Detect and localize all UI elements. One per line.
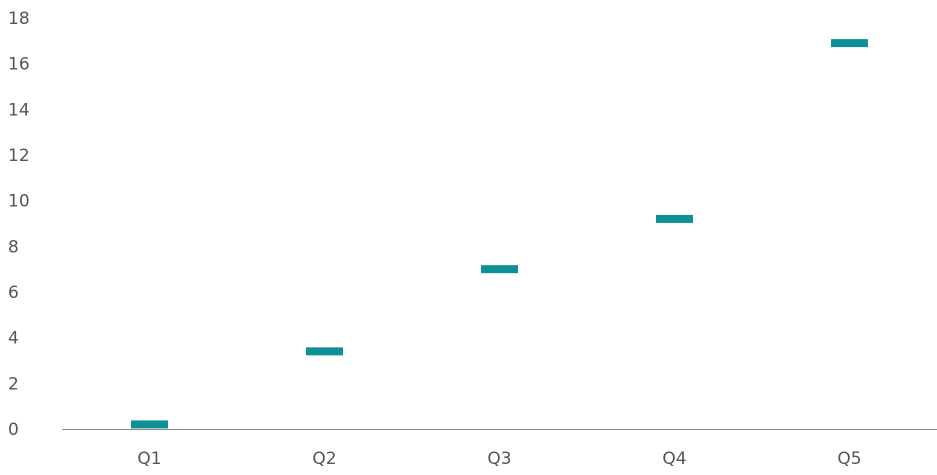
y-tick-label: 12 [8,146,30,166]
x-tick-label: Q5 [837,449,861,469]
data-point-marker [306,347,343,356]
x-axis-tick-labels: Q1 Q2 Q3 Q4 Q5 [137,449,861,469]
y-tick-label: 14 [8,100,30,120]
data-point-marker [131,420,168,429]
x-tick-label: Q4 [662,449,686,469]
data-point-marker [831,39,868,48]
x-tick-label: Q2 [312,449,336,469]
data-point-marker [656,214,693,223]
y-axis-tick-labels: 0 2 4 6 8 10 12 14 16 18 [8,9,30,440]
x-tick-label: Q1 [137,449,161,469]
y-tick-label: 2 [8,374,19,394]
y-tick-label: 16 [8,55,30,75]
x-tick-label: Q3 [487,449,511,469]
y-tick-label: 0 [8,420,19,440]
data-markers [131,39,868,429]
y-tick-label: 10 [8,192,30,212]
y-tick-label: 18 [8,9,30,29]
y-tick-label: 6 [8,283,19,303]
data-point-marker [481,265,518,274]
y-tick-label: 4 [8,329,19,349]
y-tick-label: 8 [8,237,19,257]
